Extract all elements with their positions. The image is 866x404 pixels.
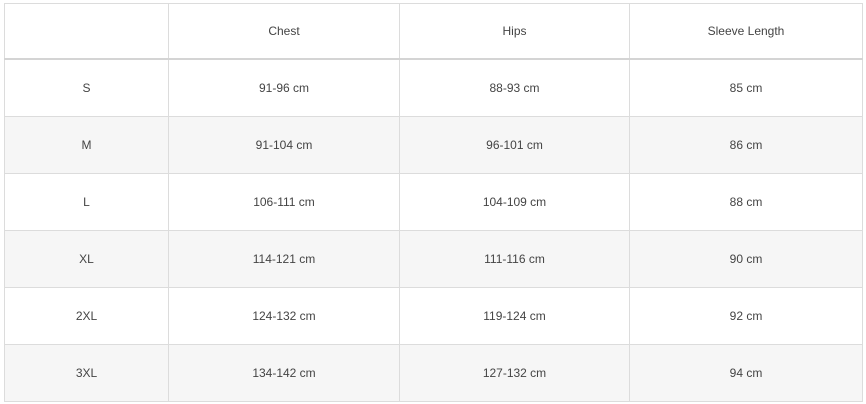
chest-cell: 134-142 cm: [168, 344, 400, 402]
size-cell: 3XL: [4, 344, 169, 402]
hips-cell: 104-109 cm: [399, 173, 630, 231]
hips-cell: 119-124 cm: [399, 287, 630, 345]
hips-cell: 111-116 cm: [399, 230, 630, 288]
size-cell: S: [4, 58, 169, 117]
chest-cell: 114-121 cm: [168, 230, 400, 288]
sleeve-length-cell: 86 cm: [629, 116, 863, 174]
table-row: XL 114-121 cm 111-116 cm 90 cm: [4, 230, 863, 288]
chest-cell: 91-104 cm: [168, 116, 400, 174]
header-sleeve-length: Sleeve Length: [629, 3, 863, 60]
size-cell: M: [4, 116, 169, 174]
chest-cell: 124-132 cm: [168, 287, 400, 345]
sleeve-length-cell: 92 cm: [629, 287, 863, 345]
table-row: L 106-111 cm 104-109 cm 88 cm: [4, 173, 863, 231]
sleeve-length-cell: 85 cm: [629, 58, 863, 117]
table-row: M 91-104 cm 96-101 cm 86 cm: [4, 116, 863, 174]
table-row: 2XL 124-132 cm 119-124 cm 92 cm: [4, 287, 863, 345]
sleeve-length-cell: 88 cm: [629, 173, 863, 231]
size-cell: 2XL: [4, 287, 169, 345]
sleeve-length-cell: 90 cm: [629, 230, 863, 288]
hips-cell: 88-93 cm: [399, 58, 630, 117]
size-cell: L: [4, 173, 169, 231]
sleeve-length-cell: 94 cm: [629, 344, 863, 402]
table-row: 3XL 134-142 cm 127-132 cm 94 cm: [4, 344, 863, 402]
chest-cell: 91-96 cm: [168, 58, 400, 117]
chest-cell: 106-111 cm: [168, 173, 400, 231]
hips-cell: 127-132 cm: [399, 344, 630, 402]
header-row: Chest Hips Sleeve Length: [4, 3, 863, 60]
header-chest: Chest: [168, 3, 400, 60]
header-hips: Hips: [399, 3, 630, 60]
header-size: [4, 3, 169, 60]
size-cell: XL: [4, 230, 169, 288]
table-row: S 91-96 cm 88-93 cm 85 cm: [4, 58, 863, 117]
size-chart-table: Chest Hips Sleeve Length S 91-96 cm 88-93 …: [4, 3, 863, 402]
hips-cell: 96-101 cm: [399, 116, 630, 174]
